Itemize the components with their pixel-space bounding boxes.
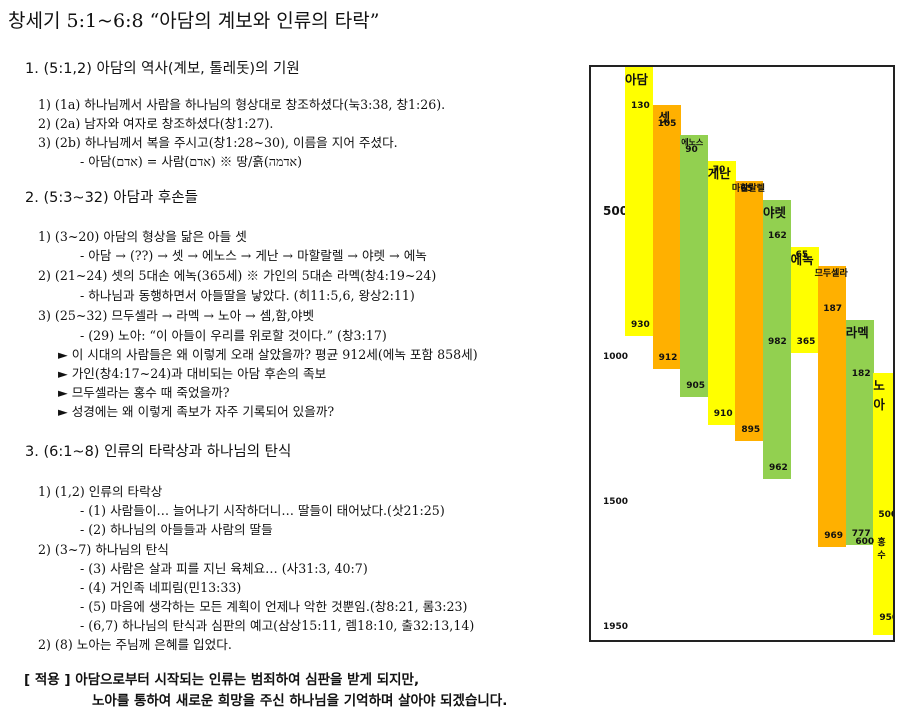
section-3-heading: 3. (6:1~8) 인류의 타락상과 하나님의 탄식: [25, 444, 292, 460]
lifespan-total-label: 777: [851, 529, 871, 540]
application-line-2: 노아를 통하여 새로운 희망을 주신 하나님을 기억하며 살아야 되겠습니다.: [92, 693, 508, 709]
lifespan-timeline-chart: 500 1000 1500 1950 아담 130 930 셋 105 912 에노스 90 905 게난…: [589, 65, 895, 642]
section-2-bullet: ► 므두셀라는 홍수 때 죽었을까?: [58, 385, 230, 400]
section-1-line: - 아담(אדם) = 사람(אדם) ※ 땅/흙(אדמה): [80, 154, 302, 169]
page-title: 창세기 5:1~6:8 “아담의 계보와 인류의 타락”: [8, 10, 380, 32]
section-3-line: - (6,7) 하나님의 탄식과 심판의 예고(삼상15:11, 렘18:10,…: [80, 618, 475, 633]
age-at-begetting-label: 90: [685, 145, 698, 156]
age-at-begetting-label: 65: [795, 250, 809, 261]
lifespan-total-label: 930: [631, 320, 650, 331]
lifespan-bar: [763, 200, 791, 479]
person-name-label: 아담: [625, 72, 649, 87]
section-3-line: - (2) 하나님의 아들들과 사람의 딸들: [80, 522, 273, 537]
lifespan-total-label: 969: [824, 530, 843, 541]
lifespan-bar: [873, 372, 893, 635]
lifespan-total-label: 910: [713, 408, 733, 419]
lifespan-total-label: 905: [686, 381, 705, 392]
lifespan-total-label: 912: [658, 352, 678, 363]
age-at-begetting-label: 105: [657, 119, 677, 130]
section-2-line: 2) (21~24) 셋의 5대손 에녹(365세) ※ 가인의 5대손 라멕(…: [38, 268, 437, 283]
section-1-line: 1) (1a) 하나님께서 사람을 하나님의 형상대로 창조하셨다(눅3:38,…: [38, 97, 446, 112]
section-3-line: 2) (3~7) 하나님의 탄식: [38, 542, 169, 557]
lifespan-bar: [707, 161, 736, 425]
section-1-line: 3) (2b) 하나님께서 복을 주시고(창1:28~30), 이름을 지어 주…: [38, 135, 398, 150]
age-at-begetting-label: 65: [740, 184, 753, 195]
person-name-label: 마할랄렐: [731, 184, 765, 195]
section-2-heading: 2. (5:3~32) 아담과 후손들: [25, 190, 198, 206]
lifespan-total-label: 365: [796, 336, 816, 347]
person-name-label: 므두셀라: [814, 269, 848, 280]
age-at-begetting-label: 130: [631, 100, 650, 111]
section-2-line: - 하나님과 동행하면서 아들딸을 낳았다. (히11:5,6, 왕상2:11): [80, 288, 415, 303]
lifespan-bar: [680, 135, 709, 398]
y-tick-label: 1500: [603, 496, 629, 507]
person-name-label: 노아: [873, 377, 885, 412]
section-2-bullet: ► 성경에는 왜 이렇게 족보가 자주 기록되어 있을까?: [58, 404, 335, 419]
application-line-1: [ 적용 ] 아담으로부터 시작되는 인류는 범죄하여 심판을 받게 되지만,: [24, 672, 420, 688]
person-name-label: 라멕: [845, 325, 869, 341]
y-tick-label: 500: [603, 203, 629, 218]
person-name-label: 에녹: [790, 252, 814, 268]
flood-noah-age-label: 600: [855, 536, 875, 547]
lifespan-bar: [625, 67, 653, 337]
section-3-line: - (5) 마음에 생각하는 모든 계획이 언제나 악한 것뿐임.(창8:21,…: [80, 599, 468, 614]
person-name-label: 게난: [707, 166, 731, 182]
y-tick-label: 1000: [603, 351, 629, 362]
lifespan-bar: [652, 104, 681, 369]
section-2-line: - (29) 노아: “이 아들이 우리를 위로할 것이다.” (창3:17): [80, 328, 387, 343]
noah-age-500-label: 500: [878, 509, 893, 520]
age-at-begetting-label: 162: [768, 231, 787, 242]
section-2-line: 1) (3~20) 아담의 형상을 닮은 아들 셋: [38, 229, 247, 244]
section-2-bullet: ► 이 시대의 사람들은 왜 이렇게 오래 살았을까? 평균 912세(에녹 포…: [58, 347, 478, 362]
person-name-label: 셋: [658, 109, 671, 125]
lifespan-total-label: 962: [769, 463, 788, 473]
age-at-begetting-label: 187: [823, 304, 842, 315]
section-1-line: 2) (2a) 남자와 여자로 창조하셨다(창1:27).: [38, 116, 274, 131]
lifespan-bar: [735, 181, 764, 441]
section-3-line: - (1) 사람들이… 늘어나기 시작하더니… 딸들이 태어났다.(삿21:25…: [80, 503, 445, 518]
lifespan-bar: [818, 266, 847, 547]
person-name-label: 야렛: [763, 205, 787, 221]
lifespan-total-label: 895: [741, 424, 761, 435]
section-2-line: 3) (25~32) 므두셀라 → 라멕 → 노아 → 셈,함,야벳: [38, 308, 315, 323]
flood-label: 홍수: [877, 537, 886, 561]
section-3-line: 2) (8) 노아는 주님께 은혜를 입었다.: [38, 637, 232, 652]
section-3-line: 1) (1,2) 인류의 타락상: [38, 484, 163, 499]
jared-age-label: 982: [768, 336, 787, 347]
lifespan-bar: [845, 320, 874, 546]
lifespan-total-label: 950: [879, 613, 893, 623]
person-name-label: 에노스: [681, 138, 704, 148]
y-tick-label: 1950: [603, 622, 629, 632]
section-2-bullet: ► 가인(창4:17~24)과 대비되는 아담 후손의 족보: [58, 366, 327, 381]
section-3-line: - (3) 사람은 살과 피를 지닌 육체요… (사31:3, 40:7): [80, 561, 368, 576]
section-3-line: - (4) 거인족 네피림(민13:33): [80, 580, 242, 595]
age-at-begetting-label: 182: [851, 368, 871, 379]
lifespan-bar: [790, 247, 819, 353]
section-2-line: - 아담 → (??) → 셋 → 에노스 → 게난 → 마할랄렐 → 야렛 →…: [80, 248, 427, 263]
section-1-heading: 1. (5:1,2) 아담의 역사(계보, 톨레돗)의 기원: [25, 61, 300, 77]
age-at-begetting-label: 70: [712, 165, 726, 176]
